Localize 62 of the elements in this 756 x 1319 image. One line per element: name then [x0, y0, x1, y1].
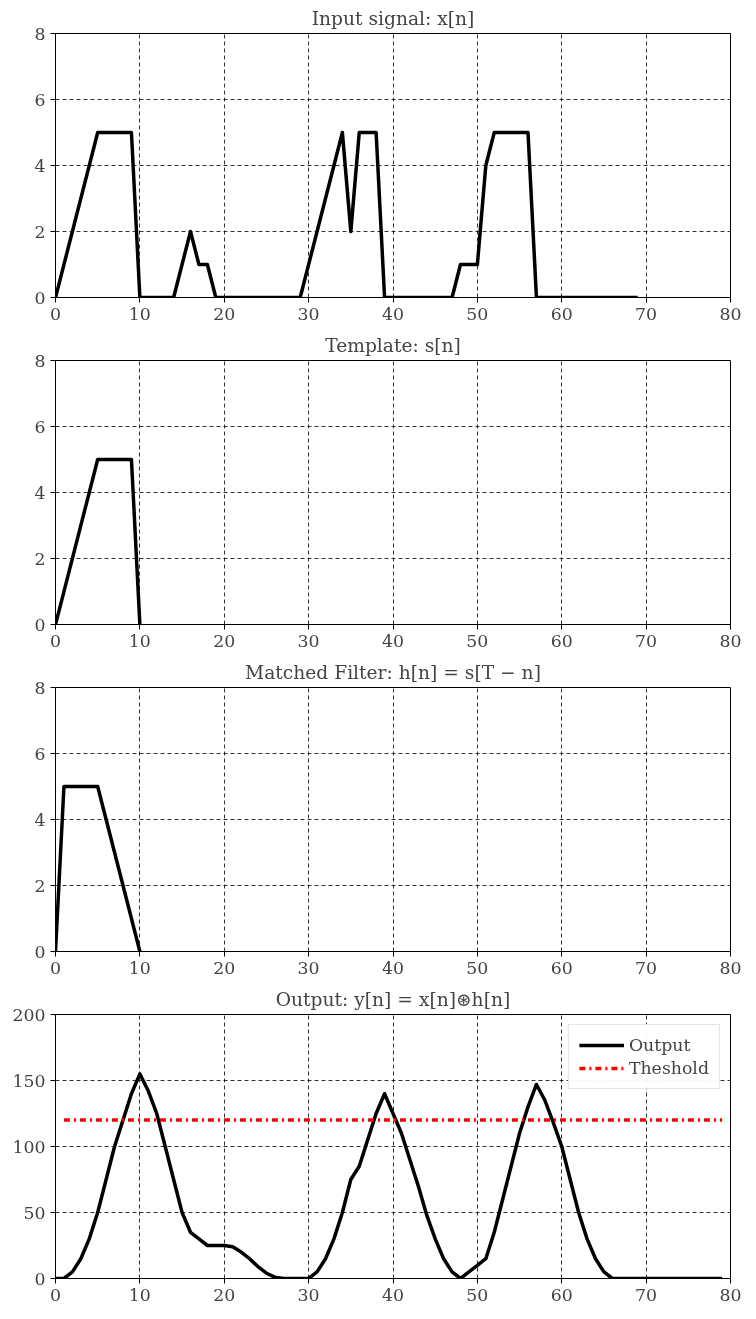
y-tick-label: 2	[34, 548, 46, 569]
y-tick-label: 8	[34, 677, 46, 698]
chart-title: Template: s[n]	[325, 334, 461, 356]
x-tick-label: 60	[550, 957, 573, 978]
x-tick-label: 10	[128, 957, 151, 978]
chart-title: Output: y[n] = x[n]⊛h[n]	[275, 988, 511, 1010]
legend-label: Output	[628, 1035, 691, 1055]
chart-title: Matched Filter: h[n] = s[T − n]	[245, 661, 541, 683]
y-tick-label: 6	[34, 89, 46, 110]
x-tick-label: 60	[550, 303, 573, 324]
x-tick-label: 10	[128, 303, 151, 324]
x-tick-label: 40	[381, 303, 405, 324]
x-tick-label: 10	[128, 1284, 151, 1305]
x-tick-label: 30	[297, 1284, 320, 1305]
y-tick-label: 4	[34, 482, 46, 503]
y-tick-label: 0	[34, 287, 46, 308]
x-tick-label: 0	[49, 303, 62, 324]
y-tick-label: 4	[34, 809, 46, 830]
y-tick-label: 150	[12, 1070, 46, 1091]
x-tick-label: 40	[381, 630, 405, 651]
x-tick-label: 20	[213, 1284, 236, 1305]
x-tick-label: 0	[49, 957, 62, 978]
x-tick-label: 70	[635, 303, 658, 324]
y-tick-label: 8	[34, 23, 46, 44]
x-tick-label: 80	[719, 957, 742, 978]
y-tick-label: 0	[34, 614, 46, 635]
x-tick-label: 50	[466, 303, 489, 324]
y-tick-label: 2	[34, 221, 46, 242]
x-tick-label: 80	[719, 630, 742, 651]
x-tick-label: 80	[719, 1284, 742, 1305]
x-tick-label: 70	[635, 630, 658, 651]
x-tick-label: 50	[466, 1284, 489, 1305]
x-tick-label: 20	[213, 630, 236, 651]
y-tick-label: 100	[12, 1136, 46, 1157]
y-tick-label: 6	[34, 416, 46, 437]
x-tick-label: 60	[550, 630, 573, 651]
y-tick-label: 200	[12, 1004, 46, 1025]
x-tick-label: 50	[466, 630, 489, 651]
x-tick-label: 30	[297, 303, 320, 324]
y-tick-label: 0	[34, 941, 46, 962]
x-tick-label: 40	[381, 957, 405, 978]
x-tick-label: 20	[213, 957, 236, 978]
x-tick-label: 70	[635, 1284, 658, 1305]
x-tick-label: 0	[49, 1284, 62, 1305]
x-tick-label: 20	[213, 303, 236, 324]
x-tick-label: 0	[49, 630, 62, 651]
legend-label: Theshold	[628, 1058, 709, 1078]
y-tick-label: 2	[34, 875, 46, 896]
y-tick-label: 4	[34, 155, 46, 176]
y-tick-label: 0	[34, 1268, 46, 1289]
chart-title: Input signal: x[n]	[311, 7, 475, 29]
x-tick-label: 30	[297, 630, 320, 651]
x-tick-label: 10	[128, 630, 151, 651]
x-tick-label: 30	[297, 957, 320, 978]
x-tick-label: 60	[550, 1284, 573, 1305]
y-tick-label: 8	[34, 350, 46, 371]
y-tick-label: 50	[23, 1202, 46, 1223]
x-tick-label: 70	[635, 957, 658, 978]
x-tick-label: 40	[381, 1284, 405, 1305]
y-tick-label: 6	[34, 743, 46, 764]
x-tick-label: 80	[719, 303, 742, 324]
x-tick-label: 50	[466, 957, 489, 978]
